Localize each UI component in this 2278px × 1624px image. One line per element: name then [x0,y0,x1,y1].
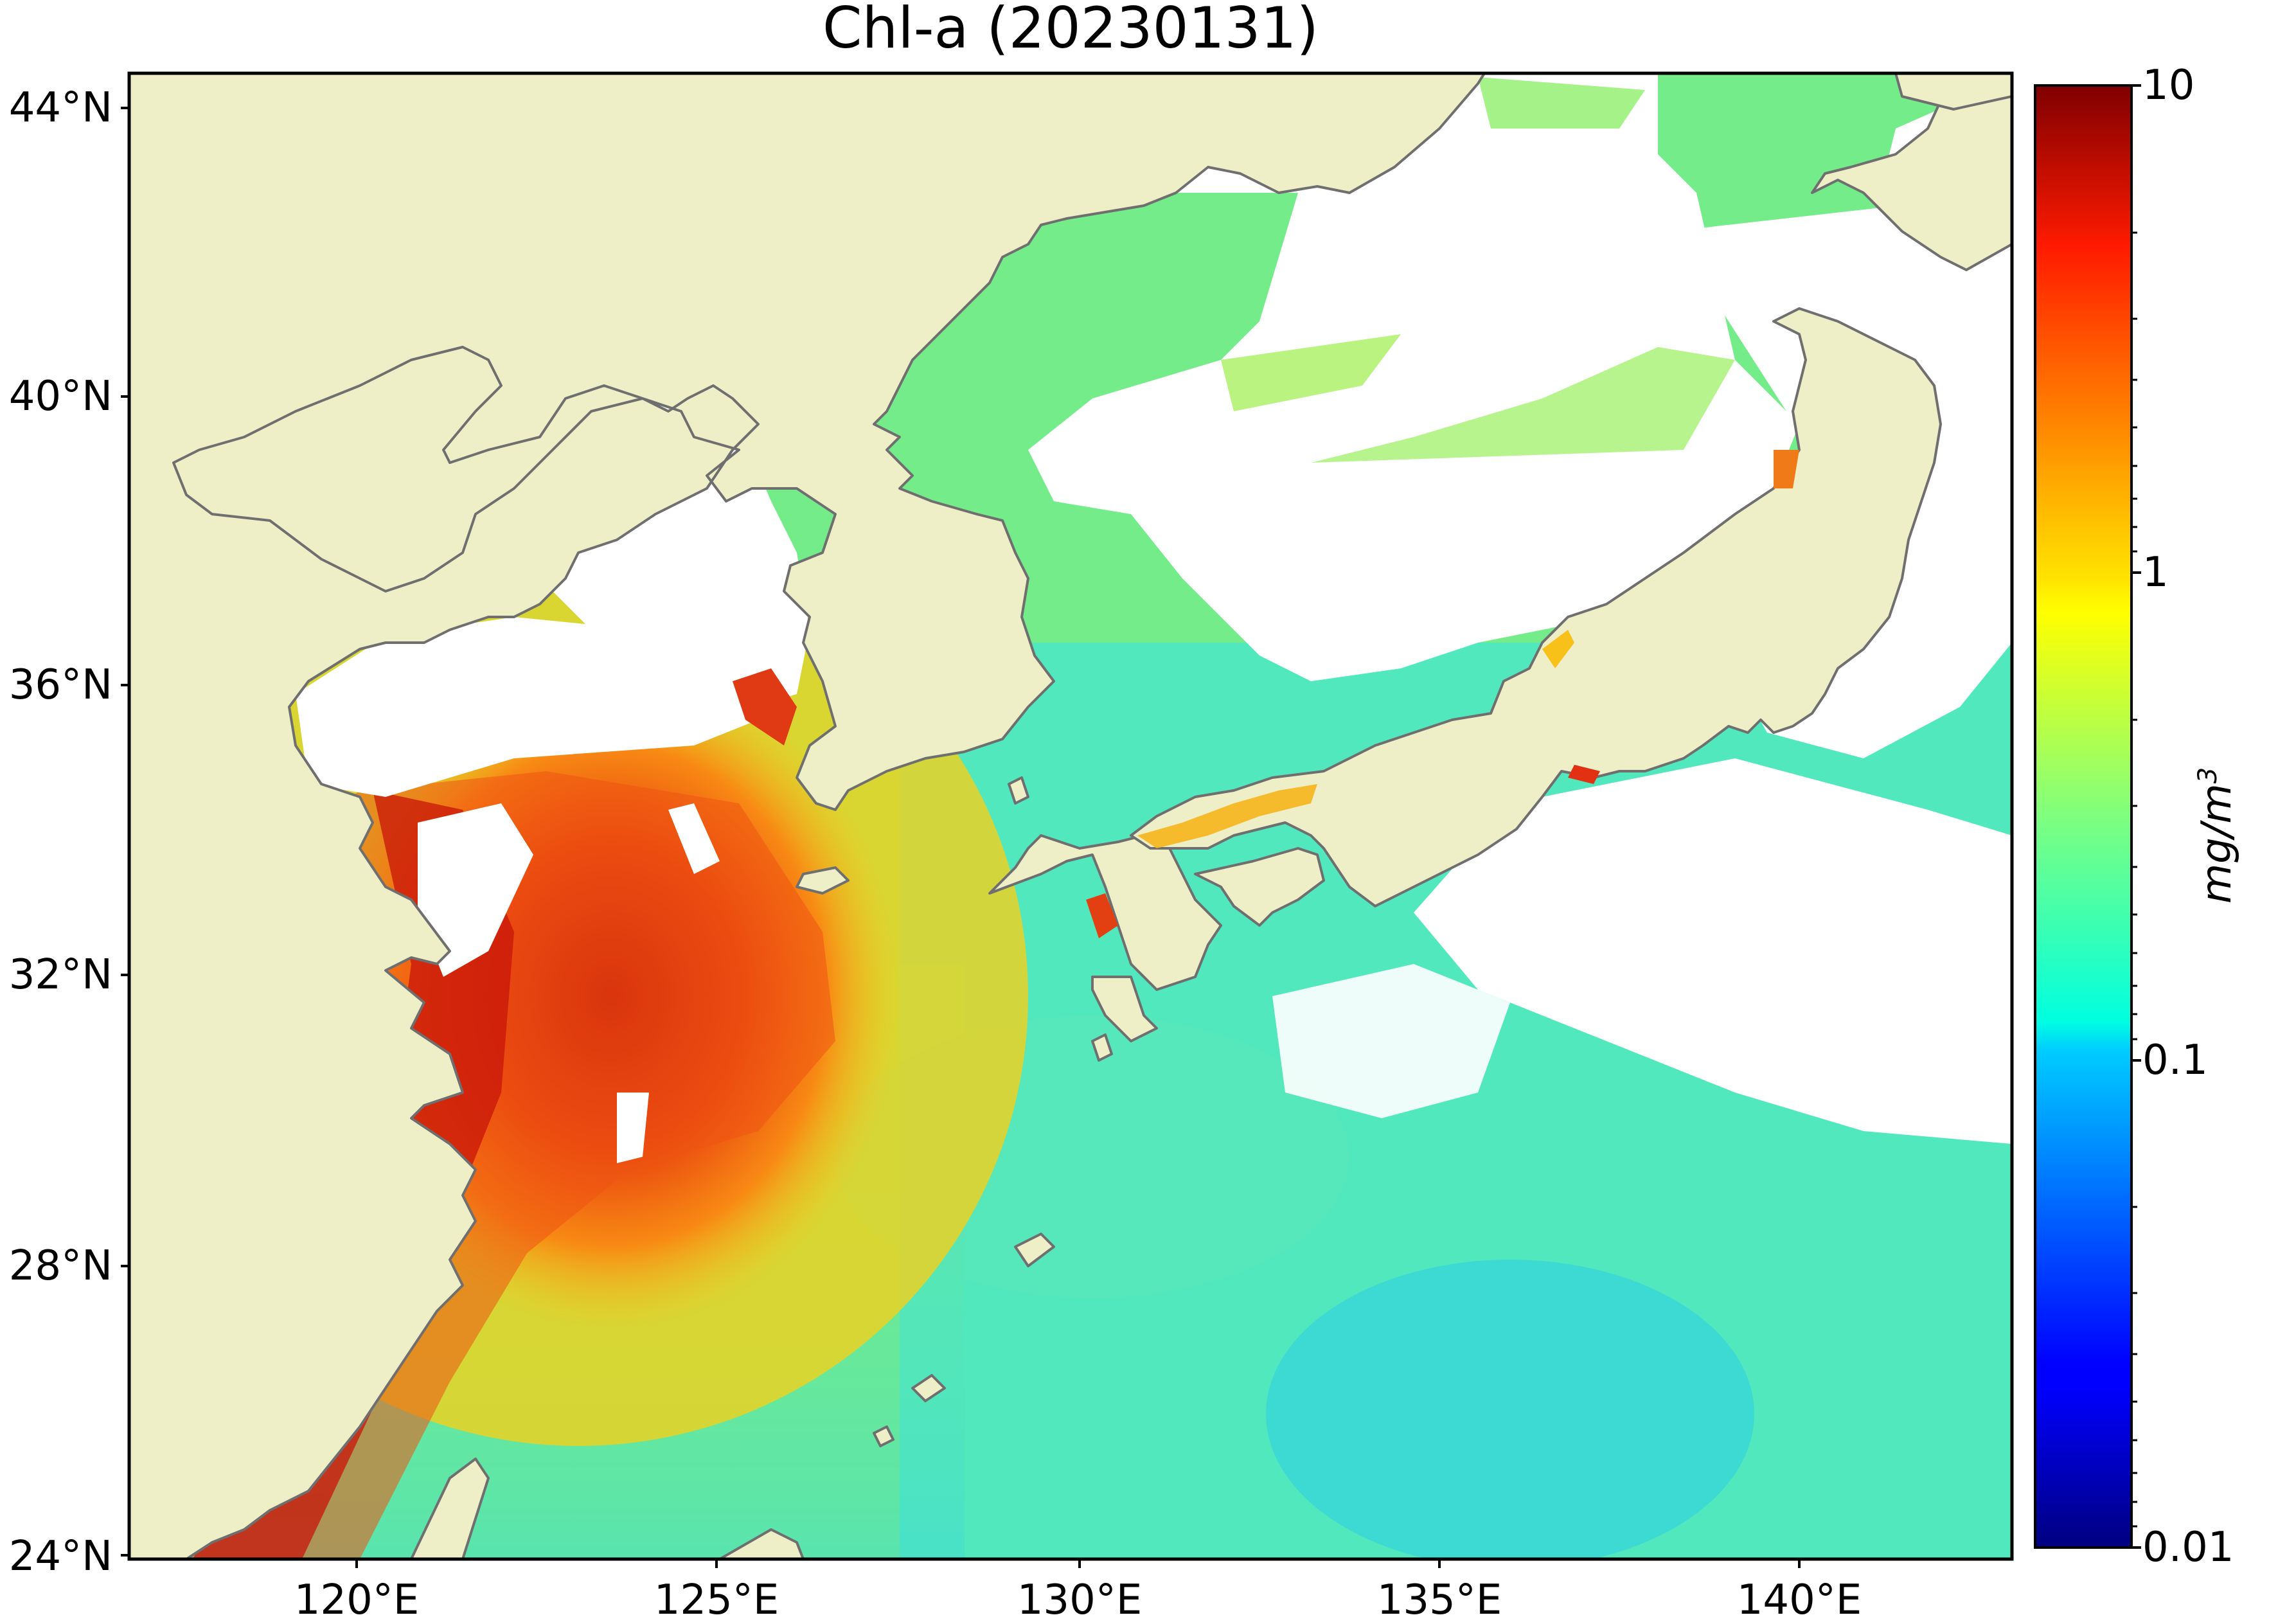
lat-label-44: 44°N [8,84,112,132]
lat-label-28: 28°N [8,1242,112,1290]
map-title: Chl-a (20230131) [823,0,1319,61]
lat-label-36: 36°N [8,661,112,709]
colorbar-tick-0.01: 0.01 [2142,1524,2234,1571]
colorbar [2035,85,2131,1548]
cloud-mask-pacific [1414,758,2012,1144]
colorbar-unit-label: mg/m3 [2193,767,2241,904]
lon-label-135: 135°E [1376,1576,1502,1624]
lat-label-32: 32°N [8,951,112,999]
colorbar-ticks [2131,84,2141,1549]
cloud-mask-yangtze [418,803,533,977]
map-frame [127,71,2014,1561]
oligotrophic-patch [1266,1260,1754,1559]
colorbar-tick-0.1: 0.1 [2142,1037,2208,1084]
colorbar-tick-10: 10 [2142,62,2195,109]
lon-label-140: 140°E [1736,1576,1862,1624]
lon-label-125: 125°E [654,1576,779,1624]
cloud-mask-sea-of-japan [1028,73,1799,681]
colorbar-minor-ticks [2131,231,2137,1528]
land-areas [129,73,2012,1559]
lat-label-40: 40°N [8,373,112,420]
colorbar-unit-sup: 3 [2193,767,2223,784]
lon-label-120: 120°E [294,1576,420,1624]
lon-label-130: 130°E [1017,1576,1143,1624]
lat-label-24: 24°N [8,1533,112,1580]
colorbar-tick-1: 1 [2142,549,2169,596]
axis-ticks [121,107,1801,1568]
map-area [129,73,2012,1559]
colorbar-unit-text: mg/m [2193,783,2241,904]
